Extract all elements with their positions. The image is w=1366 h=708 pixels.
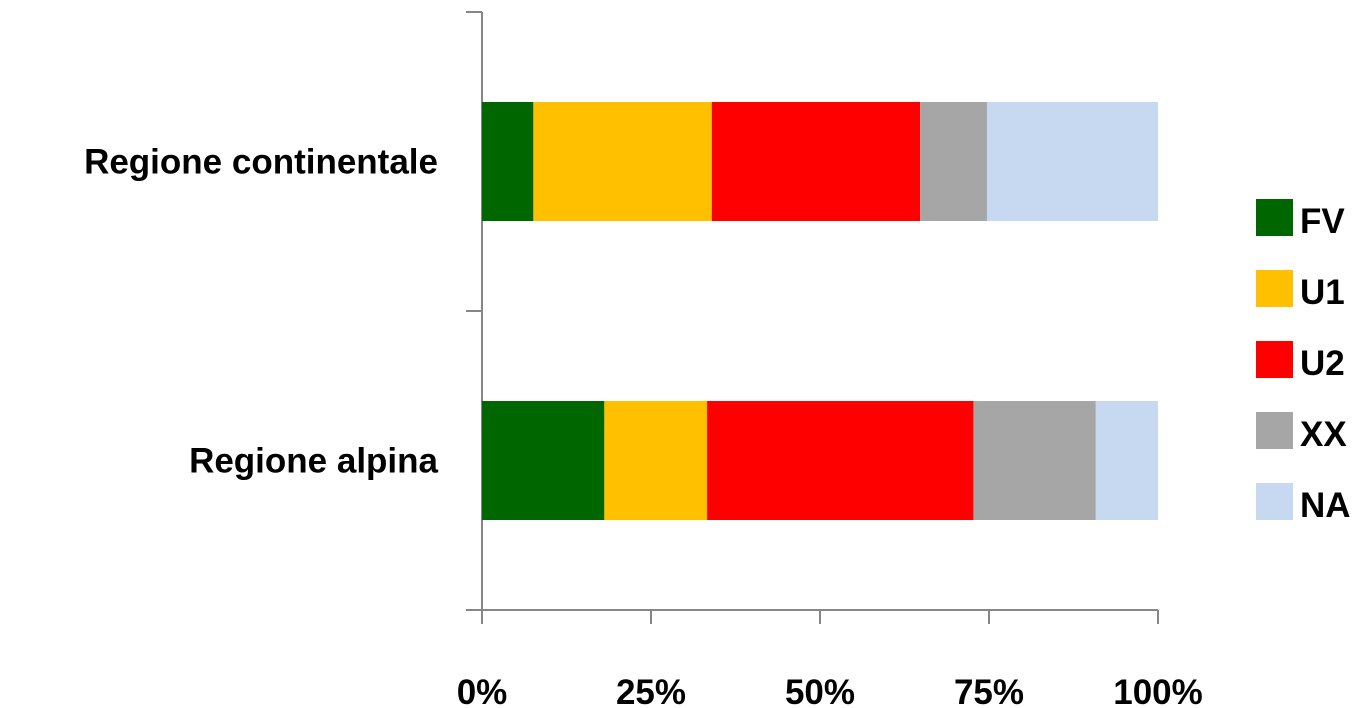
legend-label: FV [1300,202,1345,241]
legend-label: XX [1300,415,1347,454]
legend: FV U1 U2 XX NA [1256,199,1351,525]
x-tick-label: 25% [616,673,686,708]
category-labels: Regione continentale Regione alpina [84,143,438,481]
bar-segment-u2 [707,401,974,520]
bar-segment-u2 [711,102,921,221]
legend-swatch-xx [1256,412,1293,449]
bar-segment-na [986,102,1158,221]
category-label: Regione alpina [189,442,438,481]
legend-swatch-u2 [1256,341,1293,378]
x-ticks: 0% 25% 50% 75% 100% [457,610,1203,708]
category-label: Regione continentale [84,143,438,182]
x-tick-label: 100% [1113,673,1203,708]
x-tick-label: 75% [954,673,1024,708]
legend-swatch-na [1256,483,1293,520]
bars-group [482,102,1158,520]
legend-label: U2 [1300,344,1345,383]
legend-swatch-u1 [1256,270,1293,307]
bar-segment-u1 [533,102,712,221]
legend-label: NA [1300,486,1351,525]
bar-segment-fv [482,401,605,520]
x-tick-label: 50% [785,673,855,708]
legend-label: U1 [1300,273,1345,312]
x-tick-label: 0% [457,673,508,708]
axes [466,11,1158,611]
bar-segment-na [1095,401,1158,520]
legend-swatch-fv [1256,199,1293,236]
bar-segment-u1 [604,401,708,520]
bar-segment-fv [482,102,534,221]
bar-segment-xx [973,401,1096,520]
bar-segment-xx [920,102,987,221]
